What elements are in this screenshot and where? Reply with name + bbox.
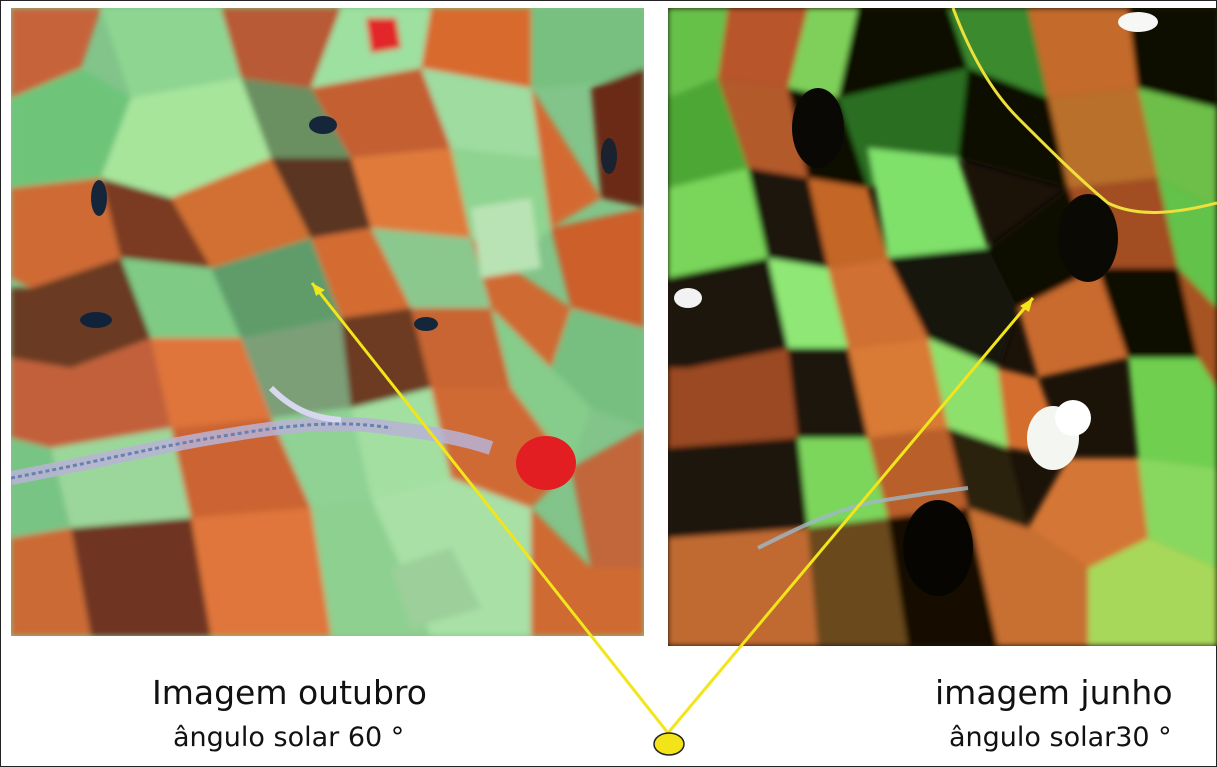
caption-right-subtitle: ângulo solar30 ° [949, 722, 1172, 753]
satellite-image-june [668, 8, 1217, 646]
caption-left-title: Imagem outubro [152, 673, 427, 712]
satellite-image-june-graphic [668, 8, 1217, 646]
satellite-image-october [11, 8, 644, 636]
caption-right-title: imagem junho [935, 673, 1173, 712]
caption-left-subtitle: ângulo solar 60 ° [173, 722, 405, 753]
satellite-image-october-graphic [11, 8, 644, 636]
